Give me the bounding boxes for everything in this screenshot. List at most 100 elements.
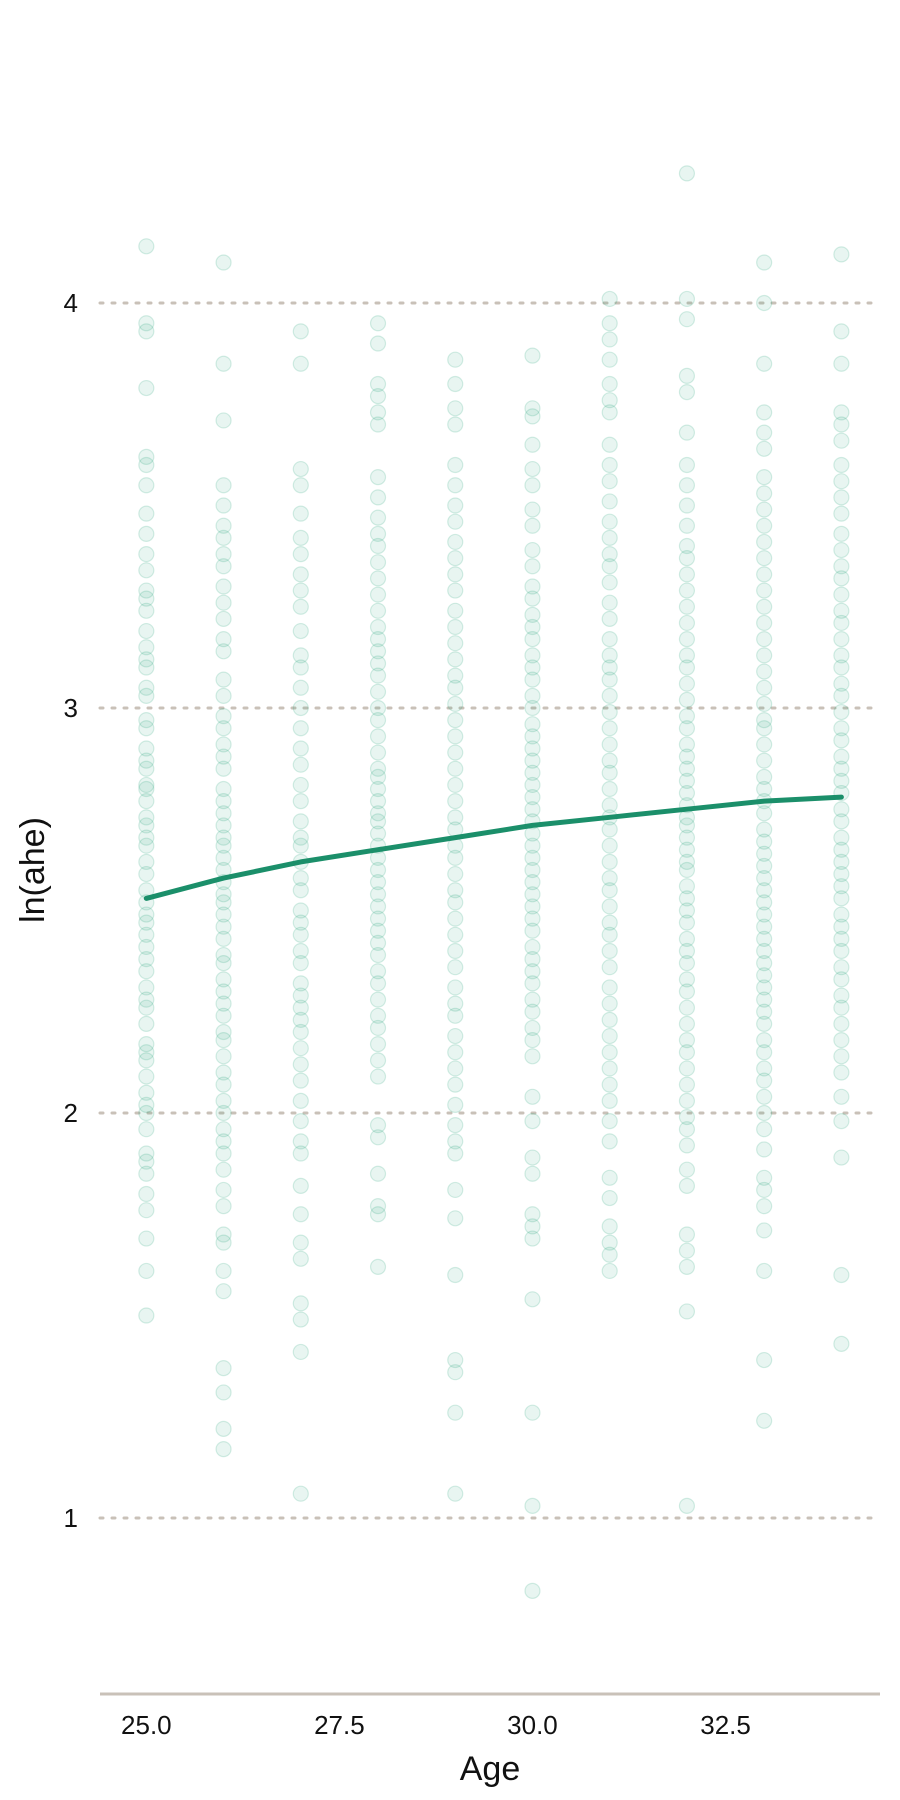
scatter-point (138, 1145, 155, 1162)
scatter-point (524, 740, 541, 757)
scatter-point (447, 942, 464, 960)
scatter-point (215, 517, 232, 534)
scatter-point (292, 902, 309, 919)
scatter-point (833, 890, 850, 907)
scatter-point (138, 525, 155, 542)
scatter-point (138, 1121, 155, 1138)
scatter-point (756, 955, 773, 972)
scatter-point (447, 793, 464, 810)
scatter-point (447, 959, 464, 976)
scatter-point (524, 801, 541, 818)
scatter-point (447, 849, 464, 866)
scatter-point (601, 687, 618, 704)
scatter-point (678, 691, 696, 709)
scatter-point (524, 1112, 541, 1130)
scatter-point (138, 315, 155, 332)
scatter-point (369, 618, 387, 636)
scatter-point (601, 926, 618, 943)
scatter-point (833, 853, 850, 871)
scatter-point (292, 793, 309, 810)
scatter-point (678, 1226, 696, 1243)
scatter-point (138, 238, 155, 255)
scatter-point (138, 740, 155, 757)
scatter-point (138, 562, 155, 579)
scatter-point (524, 1404, 541, 1421)
scatter-point (215, 793, 232, 810)
scatter-point (215, 671, 232, 688)
scatter-point (601, 351, 618, 368)
scatter-point (447, 695, 464, 713)
scatter-point (601, 1189, 618, 1207)
scatter-point (215, 1226, 232, 1243)
scatter-point (215, 720, 232, 737)
scatter-point (369, 768, 387, 785)
scatter-point (601, 404, 618, 421)
scatter-point (215, 631, 232, 648)
scatter-point (138, 926, 155, 943)
scatter-point (138, 1052, 155, 1069)
scatter-point (292, 1311, 309, 1328)
scatter-point (369, 934, 387, 952)
scatter-point (215, 1198, 232, 1215)
scatter-point (678, 598, 696, 615)
scatter-point (369, 667, 387, 684)
scatter-point (292, 1023, 309, 1041)
scatter-point (292, 659, 309, 676)
scatter-point (369, 728, 387, 745)
scatter-point (215, 545, 232, 563)
scatter-point (369, 744, 387, 761)
scatter-point (369, 1019, 387, 1037)
scatter-point (447, 635, 464, 652)
scatter-point (756, 712, 773, 729)
scatter-point (215, 477, 232, 494)
scatter-point (524, 752, 541, 769)
scatter-point (601, 574, 618, 591)
scatter-point (369, 1007, 387, 1024)
scatter-point (215, 918, 232, 935)
scatter-point (524, 716, 541, 733)
scatter-point (292, 355, 309, 372)
scatter-point (601, 631, 618, 648)
scatter-point (678, 853, 696, 871)
scatter-point (678, 999, 696, 1016)
scatter-point (833, 558, 850, 575)
scatter-point (756, 780, 773, 798)
scatter-point (524, 898, 541, 915)
scatter-point (369, 683, 387, 700)
scatter-point (138, 1044, 155, 1061)
scatter-point (292, 1011, 309, 1028)
scatter-point (292, 1485, 309, 1502)
scatter-point (756, 930, 773, 947)
scatter-point (601, 703, 618, 721)
scatter-point (292, 837, 309, 854)
scatter-point (601, 764, 618, 781)
scatter-point (215, 594, 232, 611)
scatter-point (215, 894, 232, 911)
scatter-point (756, 485, 773, 502)
scatter-point (292, 323, 309, 340)
scatter-point (292, 813, 309, 830)
scatter-point (369, 1117, 387, 1134)
scatter-point (678, 772, 696, 790)
scatter-point (756, 254, 773, 271)
scatter-point (524, 618, 541, 636)
scatter-point (756, 1060, 773, 1077)
scatter-point (292, 776, 309, 794)
scatter-point (215, 643, 232, 660)
scatter-point (292, 975, 309, 992)
scatter-point (524, 1582, 541, 1600)
scatter-point (138, 545, 155, 563)
scatter-point (601, 797, 618, 814)
scatter-point (678, 817, 696, 834)
scatter-point (678, 290, 696, 308)
scatter-point (447, 533, 464, 551)
scatter-point (833, 732, 850, 749)
scatter-point (833, 987, 850, 1004)
scatter-point (447, 351, 464, 368)
scatter-point (524, 764, 541, 781)
scatter-point (447, 375, 464, 393)
scatter-point (138, 448, 155, 465)
scatter-point (447, 602, 464, 619)
scatter-point (292, 926, 309, 943)
scatter-point (601, 942, 618, 960)
